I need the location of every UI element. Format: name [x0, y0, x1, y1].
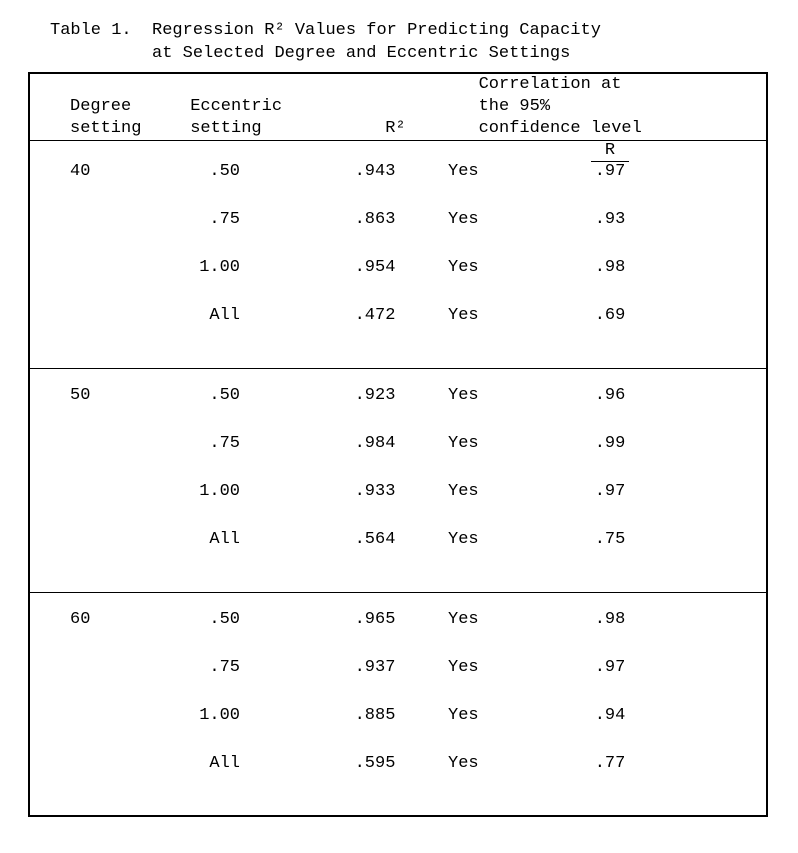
table-row: 1.00.885Yes.94: [29, 706, 767, 754]
cell-r2: .595: [320, 754, 430, 773]
cell-r: .96: [550, 386, 670, 405]
cell-r: .94: [550, 706, 670, 725]
cell-r2: .863: [320, 210, 430, 229]
table-row: All.595Yes.77: [29, 754, 767, 802]
cell-eccentric: .50: [180, 162, 320, 181]
cell-r2: .564: [320, 530, 430, 549]
table-row: 60.50.965Yes.98: [29, 610, 767, 658]
cell-r2: .984: [320, 434, 430, 453]
cell-confidence-yes: Yes: [430, 706, 550, 725]
cell-r: .97: [550, 162, 670, 181]
cell-confidence-yes: Yes: [430, 434, 550, 453]
cell-confidence-yes: Yes: [430, 162, 550, 181]
cell-eccentric: .75: [180, 434, 320, 453]
cell-r2: .923: [320, 386, 430, 405]
cell-r: .77: [550, 754, 670, 773]
cell-degree: 50: [30, 386, 180, 405]
table-header-row: Degree setting Eccentric setting R² Corr…: [29, 73, 767, 141]
title-line1: Regression R² Values for Predicting Capa…: [152, 21, 601, 40]
section-separator: [29, 354, 767, 368]
cell-r: .98: [550, 610, 670, 629]
table-row: 1.00.954Yes.98: [29, 258, 767, 306]
cell-r: .75: [550, 530, 670, 549]
cell-eccentric: .50: [180, 610, 320, 629]
header-eccentric: Eccentric setting: [190, 96, 330, 140]
cell-eccentric: All: [180, 754, 320, 773]
cell-eccentric: All: [180, 306, 320, 325]
header-confidence: Correlation at the 95% confidence level: [461, 74, 701, 140]
cell-eccentric: 1.00: [180, 258, 320, 277]
cell-confidence-yes: Yes: [430, 386, 550, 405]
cell-confidence-yes: Yes: [430, 210, 550, 229]
table-row: 1.00.933Yes.97: [29, 482, 767, 530]
cell-confidence-yes: Yes: [430, 610, 550, 629]
section-separator: [29, 802, 767, 816]
cell-r2: .472: [320, 306, 430, 325]
cell-confidence-yes: Yes: [430, 530, 550, 549]
cell-eccentric: All: [180, 530, 320, 549]
cell-degree: 40: [30, 162, 180, 181]
header-degree: Degree setting: [30, 96, 180, 140]
cell-r2: .965: [320, 610, 430, 629]
cell-r: .69: [550, 306, 670, 325]
cell-confidence-yes: Yes: [430, 482, 550, 501]
table-row: .75.937Yes.97: [29, 658, 767, 706]
cell-r2: .937: [320, 658, 430, 677]
table-row: .75.984Yes.99: [29, 434, 767, 482]
cell-degree: 60: [30, 610, 180, 629]
title-prefix: Table 1.: [50, 21, 132, 40]
table-row: 40.50.943Yes.97: [29, 162, 767, 210]
cell-eccentric: 1.00: [180, 482, 320, 501]
cell-confidence-yes: Yes: [430, 754, 550, 773]
cell-r2: .885: [320, 706, 430, 725]
section-separator: [29, 578, 767, 592]
cell-confidence-yes: Yes: [430, 658, 550, 677]
cell-confidence-yes: Yes: [430, 306, 550, 325]
table-row: .75.863Yes.93: [29, 210, 767, 258]
cell-r2: .943: [320, 162, 430, 181]
cell-r2: .933: [320, 482, 430, 501]
cell-r: .97: [550, 482, 670, 501]
cell-confidence-yes: Yes: [430, 258, 550, 277]
title-line2: at Selected Degree and Eccentric Setting…: [152, 44, 570, 63]
table-row: 50.50.923Yes.96: [29, 386, 767, 434]
table-row: All.564Yes.75: [29, 530, 767, 578]
cell-eccentric: 1.00: [180, 706, 320, 725]
cell-r: .98: [550, 258, 670, 277]
header-r2: R²: [340, 96, 450, 140]
cell-r: .99: [550, 434, 670, 453]
regression-table: Degree setting Eccentric setting R² Corr…: [28, 72, 768, 817]
cell-eccentric: .75: [180, 210, 320, 229]
cell-r: .97: [550, 658, 670, 677]
table-title: Table 1. Regression R² Values for Predic…: [50, 20, 778, 66]
table-row: All.472Yes.69: [29, 306, 767, 354]
cell-r2: .954: [320, 258, 430, 277]
header-r-sub: R: [550, 141, 670, 162]
cell-eccentric: .75: [180, 658, 320, 677]
cell-r: .93: [550, 210, 670, 229]
cell-eccentric: .50: [180, 386, 320, 405]
